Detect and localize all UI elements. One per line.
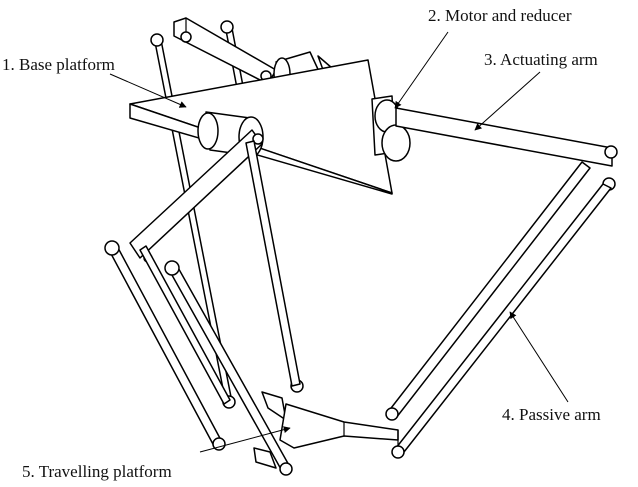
right-passive-arm bbox=[385, 161, 612, 459]
left-passive-arm bbox=[104, 140, 301, 476]
label-pointers bbox=[109, 31, 569, 453]
rear-actuating-arm bbox=[173, 17, 277, 85]
motor-and-reducer bbox=[371, 95, 411, 162]
label-motor-reducer: 2. Motor and reducer bbox=[428, 6, 572, 25]
pointer-passive-arm bbox=[509, 311, 569, 403]
travelling-platform bbox=[253, 391, 399, 469]
pointer-travelling-platform bbox=[199, 426, 291, 453]
label-actuating-arm: 3. Actuating arm bbox=[484, 50, 598, 69]
label-passive-arm: 4. Passive arm bbox=[502, 405, 601, 424]
pointer-actuating-arm bbox=[474, 71, 541, 131]
right-actuating-arm bbox=[395, 107, 618, 191]
pointer-motor-reducer bbox=[394, 31, 449, 109]
label-base-platform: 1. Base platform bbox=[2, 55, 115, 74]
pointer-base-platform bbox=[109, 73, 187, 108]
label-travelling-platform: 5. Travelling platform bbox=[22, 462, 172, 481]
